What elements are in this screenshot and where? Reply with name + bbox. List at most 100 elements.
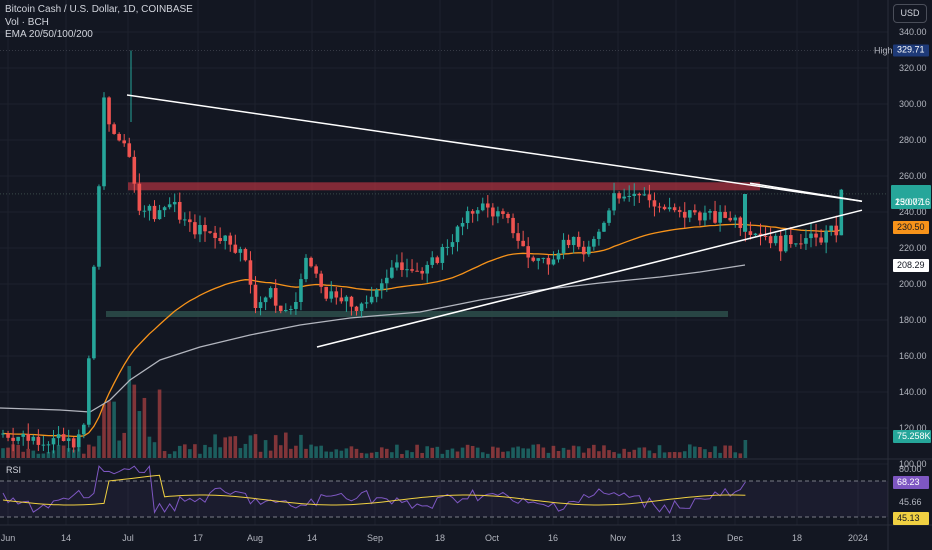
candle-body	[56, 434, 61, 439]
time-tick-label: Sep	[367, 533, 383, 543]
volume-bar	[188, 449, 192, 458]
time-tick-label: Jun	[1, 533, 16, 543]
time-tick-label: 17	[193, 533, 203, 543]
candle-body	[11, 437, 15, 441]
candle-body	[248, 260, 253, 285]
rsi-ma-value-tag-text: 45.13	[897, 513, 920, 523]
rsi-ma-value-tag: 45.13	[893, 512, 929, 525]
candle-body	[834, 225, 839, 236]
volume-indicator-label[interactable]: Vol · BCH	[5, 16, 49, 28]
candle-body	[763, 235, 768, 237]
volume-bar	[1, 448, 5, 458]
candle-body	[682, 211, 687, 218]
candle-body	[445, 246, 450, 248]
candlesticks	[1, 50, 844, 454]
symbol-title[interactable]: Bitcoin Cash / U.S. Dollar, 1D, COINBASE	[5, 4, 193, 15]
ema-50-line	[2, 223, 842, 438]
candle-body	[824, 230, 828, 243]
candle-body	[405, 269, 409, 271]
candle-body	[41, 444, 46, 446]
volume-bar	[132, 384, 137, 458]
price-tick-label: 220.00	[899, 243, 927, 253]
candle-body	[672, 207, 677, 211]
volume-bar	[587, 448, 591, 458]
candle-body	[228, 235, 233, 245]
rsi-value-tag-text: 68.23	[897, 477, 920, 487]
candle-body	[26, 434, 31, 441]
candle-body	[480, 203, 485, 211]
volume-bar	[688, 444, 692, 458]
candle-body	[809, 233, 813, 239]
volume-value-tag-bg	[893, 430, 931, 443]
volume-bar	[127, 366, 132, 458]
triangle-trendlines[interactable]	[126, 94, 863, 348]
rsi-pane	[0, 464, 888, 518]
volume-bar	[526, 448, 530, 458]
candle-body	[425, 264, 429, 274]
candle-body	[198, 224, 202, 235]
volume-bar	[657, 445, 662, 458]
volume-bars	[1, 366, 748, 458]
candle-body	[208, 231, 212, 233]
volume-bar	[162, 451, 167, 458]
volume-bar	[147, 436, 152, 458]
candle-body	[395, 262, 399, 268]
volume-bar	[6, 447, 10, 458]
volume-bar	[268, 450, 273, 458]
candle-body	[748, 231, 753, 235]
price-tick-label: 300.00	[899, 99, 927, 109]
candle-body	[253, 284, 258, 309]
volume-bar	[672, 451, 677, 458]
high-value-tag: 329.71	[893, 44, 929, 57]
volume-bar	[455, 451, 460, 458]
volume-bar	[743, 440, 748, 458]
candle-body	[147, 205, 152, 211]
candle-body	[768, 236, 773, 244]
candle-body	[223, 235, 227, 241]
volume-bar	[546, 452, 551, 458]
high-label: High	[874, 46, 893, 56]
volume-bar	[82, 453, 86, 458]
volume-bar	[349, 446, 354, 458]
candle-body	[71, 438, 76, 448]
volume-bar	[693, 446, 697, 458]
rsi-indicator-label[interactable]: RSI	[6, 465, 22, 475]
candle-body	[385, 277, 389, 284]
volume-bar	[16, 444, 20, 458]
resistance-zone	[128, 182, 760, 191]
ema-lines	[0, 223, 842, 438]
volume-bar	[612, 452, 616, 458]
volume-bar	[733, 452, 738, 458]
candle-body	[97, 186, 101, 267]
volume-bar	[667, 452, 672, 458]
candle-body	[531, 257, 536, 261]
candle-body	[390, 267, 394, 278]
candle-body	[783, 235, 788, 252]
volume-bar	[617, 453, 621, 458]
volume-bar	[738, 453, 743, 458]
candle-body	[379, 283, 384, 290]
candle-body	[556, 253, 561, 260]
candle-body	[758, 233, 763, 236]
candle-body	[496, 211, 500, 217]
ema-indicator-label[interactable]: EMA 20/50/100/200	[5, 29, 93, 40]
currency-button[interactable]: USD	[893, 4, 927, 23]
volume-bar	[117, 440, 121, 458]
candle-body	[688, 210, 692, 218]
volume-bar	[183, 444, 187, 458]
candle-body	[536, 258, 541, 261]
candle-body	[319, 273, 323, 287]
candle-body	[278, 305, 283, 312]
volume-bar	[662, 452, 667, 458]
volume-bar	[284, 432, 288, 458]
candle-body	[435, 257, 440, 263]
volume-bar	[647, 450, 652, 458]
volume-bar	[395, 444, 399, 458]
volume-bar	[425, 446, 429, 458]
candle-body	[541, 257, 546, 259]
ema-200-line	[0, 264, 746, 413]
volume-bar	[304, 448, 308, 458]
candle-body	[506, 213, 510, 218]
